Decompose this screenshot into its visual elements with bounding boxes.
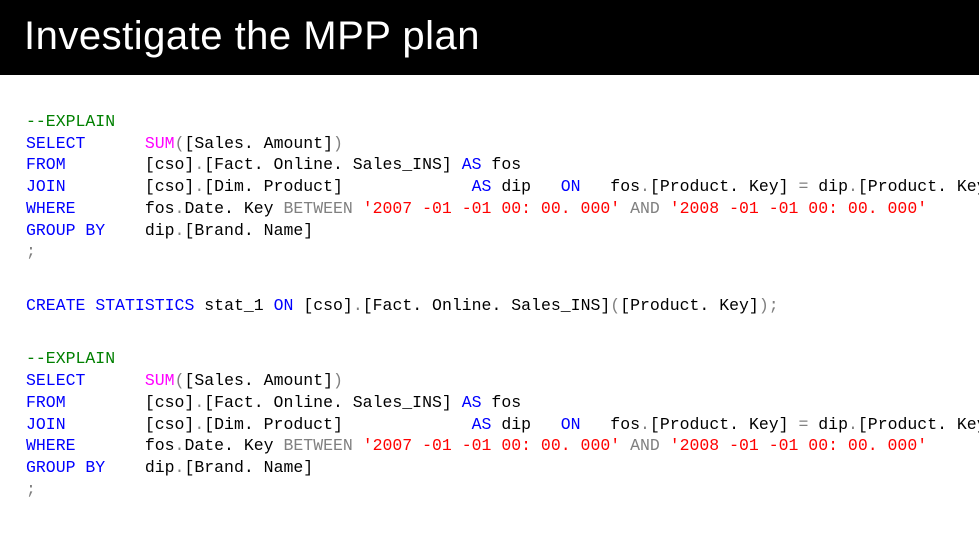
on-rhs-a-1: dip <box>818 177 848 196</box>
on-lhs-b-2: [Product. Key] <box>650 415 789 434</box>
where-lhs-a-1: fos <box>145 199 175 218</box>
gb-dot-2: . <box>175 458 185 477</box>
comment-explain-2: --EXPLAIN <box>26 349 115 368</box>
kw-groupby-1: GROUP BY <box>26 221 105 240</box>
paren-close-2: ) <box>333 371 343 390</box>
on-rhs-b-2: [Product. Key] <box>858 415 979 434</box>
comment-explain-1: --EXPLAIN <box>26 112 115 131</box>
dot-2b: . <box>194 415 204 434</box>
kw-and-2: AND <box>630 436 660 455</box>
gb-b-1: [Brand. Name] <box>184 221 313 240</box>
gb-b-2: [Brand. Name] <box>184 458 313 477</box>
from-table-2: [Fact. Online. Sales_INS] <box>204 393 452 412</box>
from-table-1: [Fact. Online. Sales_INS] <box>204 155 452 174</box>
from-schema-2: [cso] <box>145 393 195 412</box>
kw-between-1: BETWEEN <box>283 199 352 218</box>
semi-2: ; <box>26 480 36 499</box>
stats-schema: [cso] <box>303 296 353 315</box>
paren-open-2: ( <box>175 371 185 390</box>
date-literal-1a: '2007 -01 -01 00: 00. 000' <box>363 199 620 218</box>
on-rhs-a-2: dip <box>818 415 848 434</box>
join-schema-1: [cso] <box>145 177 195 196</box>
dot-1a: . <box>194 155 204 174</box>
gb-a-2: dip <box>145 458 175 477</box>
fn-sum-2: SUM <box>145 371 175 390</box>
fn-sum-1: SUM <box>145 134 175 153</box>
on-lhs-dot-1: . <box>640 177 650 196</box>
stats-close: ); <box>759 296 779 315</box>
kw-as-2a: AS <box>462 393 482 412</box>
where-lhs-a-2: fos <box>145 436 175 455</box>
date-literal-1b: '2008 -01 -01 00: 00. 000' <box>670 199 927 218</box>
kw-join-1: JOIN <box>26 177 66 196</box>
on-rhs-dot-2: . <box>848 415 858 434</box>
where-lhs-dot-1: . <box>175 199 185 218</box>
kw-as-2b: AS <box>472 415 492 434</box>
sql-create-stats: CREATE STATISTICS stat_1 ON [cso].[Fact.… <box>26 295 953 317</box>
on-lhs-b-1: [Product. Key] <box>650 177 789 196</box>
join-table-1: [Dim. Product] <box>204 177 343 196</box>
kw-as-1a: AS <box>462 155 482 174</box>
kw-on-stats: ON <box>274 296 294 315</box>
where-lhs-b-1: Date. Key <box>184 199 273 218</box>
date-literal-2b: '2008 -01 -01 00: 00. 000' <box>670 436 927 455</box>
semi-1: ; <box>26 242 36 261</box>
on-rhs-dot-1: . <box>848 177 858 196</box>
gb-a-1: dip <box>145 221 175 240</box>
stat-name: stat_1 <box>204 296 263 315</box>
kw-on-2: ON <box>561 415 581 434</box>
kw-statistics: STATISTICS <box>95 296 194 315</box>
kw-as-1b: AS <box>472 177 492 196</box>
kw-where-1: WHERE <box>26 199 76 218</box>
kw-groupby-2: GROUP BY <box>26 458 105 477</box>
kw-select-2: SELECT <box>26 371 85 390</box>
on-rhs-b-1: [Product. Key] <box>858 177 979 196</box>
sql-block-2: --EXPLAIN SELECT SUM([Sales. Amount]) FR… <box>26 348 953 500</box>
on-lhs-dot-2: . <box>640 415 650 434</box>
eq-2: = <box>798 415 808 434</box>
date-literal-2a: '2007 -01 -01 00: 00. 000' <box>363 436 620 455</box>
eq-1: = <box>798 177 808 196</box>
sum-arg-2: [Sales. Amount] <box>184 371 333 390</box>
where-lhs-dot-2: . <box>175 436 185 455</box>
kw-where-2: WHERE <box>26 436 76 455</box>
kw-between-2: BETWEEN <box>283 436 352 455</box>
stats-dot: . <box>353 296 363 315</box>
alias-dip-2: dip <box>501 415 531 434</box>
stats-open: ( <box>610 296 620 315</box>
join-table-2: [Dim. Product] <box>204 415 343 434</box>
kw-from-2: FROM <box>26 393 66 412</box>
kw-on-1: ON <box>561 177 581 196</box>
gb-dot-1: . <box>175 221 185 240</box>
paren-open-1: ( <box>175 134 185 153</box>
alias-dip-1: dip <box>501 177 531 196</box>
where-lhs-b-2: Date. Key <box>184 436 273 455</box>
sql-block-1: --EXPLAIN SELECT SUM([Sales. Amount]) FR… <box>26 111 953 263</box>
kw-from-1: FROM <box>26 155 66 174</box>
sum-arg-1: [Sales. Amount] <box>184 134 333 153</box>
slide-title: Investigate the MPP plan <box>0 0 979 75</box>
stats-table: [Fact. Online. Sales_INS] <box>363 296 611 315</box>
dot-2a: . <box>194 393 204 412</box>
kw-and-1: AND <box>630 199 660 218</box>
dot-1b: . <box>194 177 204 196</box>
kw-create: CREATE <box>26 296 85 315</box>
sql-code-block: --EXPLAIN SELECT SUM([Sales. Amount]) FR… <box>0 75 979 525</box>
alias-fos-2: fos <box>491 393 521 412</box>
join-schema-2: [cso] <box>145 415 195 434</box>
on-lhs-a-2: fos <box>610 415 640 434</box>
from-schema-1: [cso] <box>145 155 195 174</box>
kw-join-2: JOIN <box>26 415 66 434</box>
kw-select-1: SELECT <box>26 134 85 153</box>
alias-fos-1: fos <box>491 155 521 174</box>
paren-close-1: ) <box>333 134 343 153</box>
on-lhs-a-1: fos <box>610 177 640 196</box>
stats-col: [Product. Key] <box>620 296 759 315</box>
